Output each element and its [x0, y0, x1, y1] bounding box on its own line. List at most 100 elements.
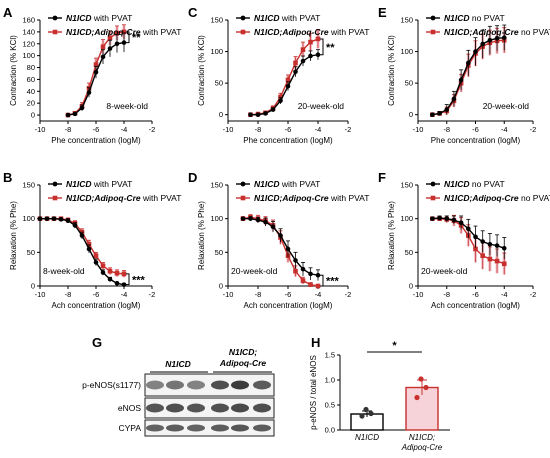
data-point-square [300, 47, 306, 52]
data-point-circle [487, 37, 493, 43]
panel-letter: H [311, 335, 320, 350]
legend-label: N1ICD;Adipoq-Cre with PVAT [66, 27, 181, 37]
x-tick-label: -10 [413, 125, 424, 134]
data-point-circle [501, 245, 507, 251]
y-tick-label: 50 [215, 248, 223, 257]
x-tick-label: -4 [501, 125, 508, 134]
legend-marker-square [430, 29, 436, 35]
data-point-square [487, 256, 493, 262]
individual-point [359, 413, 365, 419]
x-tick-label: -2 [345, 290, 352, 299]
y-axis-label: Contraction (% KCl) [9, 35, 18, 106]
blot-band [211, 380, 229, 390]
data-point-circle [278, 233, 283, 238]
legend-marker-square [52, 195, 58, 201]
data-point-square [107, 268, 113, 274]
series-line-black [250, 54, 319, 116]
blot-row-label: eNOS [118, 403, 141, 413]
blot-band [253, 424, 271, 432]
y-tick-label: 0 [219, 110, 223, 119]
data-point-square [293, 268, 298, 274]
y-tick-label: 20 [27, 99, 35, 108]
blot-band [166, 380, 184, 390]
y-tick-label: 0 [219, 282, 223, 291]
y-tick-label: 140 [22, 27, 35, 36]
y-tick-label: 80 [27, 63, 35, 72]
blot-band [231, 380, 249, 390]
data-point-circle [315, 272, 321, 278]
x-tick-label: -6 [472, 290, 479, 299]
significance-bracket [126, 31, 130, 44]
x-axis-label: Ach concentration (logM) [52, 301, 141, 310]
group-label-n1icd: N1ICD [165, 359, 191, 369]
y-axis-label: Relaxation (% Phe) [197, 201, 206, 270]
individual-point [363, 406, 369, 413]
data-point-circle [473, 234, 478, 240]
legend-genotype: N1ICD [66, 179, 92, 189]
legend-condition: with PVAT [329, 27, 370, 37]
individual-point [414, 394, 420, 401]
data-point-circle [270, 224, 276, 230]
data-point-circle [466, 226, 471, 232]
y-tick-label: 100 [210, 214, 223, 223]
data-point-square [494, 258, 500, 264]
data-point-square [93, 62, 99, 67]
y-tick-label: 0.0 [325, 426, 335, 435]
legend-label: N1ICD;Adipoq-Cre no PVAT [444, 193, 550, 203]
legend-genotype: N1ICD [444, 13, 470, 23]
panel-c-contraction-20wk: C -10 -8 -6 -4 -2 0 50 100 150 Phe concentration (… [188, 5, 369, 145]
significance-label: *** [132, 274, 146, 286]
blot-band [211, 424, 229, 432]
x-tick-label: -10 [35, 125, 46, 134]
blot-row-label: CYPA [118, 423, 141, 433]
data-point-circle [44, 216, 50, 221]
significance-bracket [320, 274, 324, 287]
blot-band [187, 424, 205, 432]
y-tick-label: 150 [210, 16, 223, 25]
data-point-circle [86, 90, 92, 95]
blot-strip [144, 419, 275, 437]
x-tick-label: -2 [149, 125, 156, 134]
data-point-circle [300, 266, 306, 272]
data-point-circle [458, 220, 464, 226]
legend-label: N1ICD with PVAT [66, 13, 132, 23]
age-annotation: 8-week-old [43, 266, 85, 276]
x-tick-label: -6 [93, 125, 100, 134]
data-point-circle [107, 46, 113, 51]
data-point-square [501, 261, 507, 267]
legend-genotype: N1ICD;Adipoq-Cre [444, 27, 519, 37]
data-point-square [100, 44, 106, 50]
data-point-circle [300, 58, 306, 64]
data-point-circle [437, 111, 442, 116]
legend-condition: with PVAT [280, 13, 321, 23]
data-point-square [308, 282, 313, 287]
x-tick-label: -4 [501, 290, 508, 299]
panel-h-bar-chart: H 0.0 0.5 1.0 1.5 p-eNOS / total eNOS N1ICD N1I… [309, 335, 450, 452]
y-tick-label: 0 [409, 110, 413, 119]
data-point-square [315, 283, 321, 289]
x-tick-label: -6 [285, 290, 292, 299]
data-point-circle [72, 111, 78, 117]
data-point-square [278, 94, 283, 100]
data-point-circle [444, 107, 450, 112]
individual-point [368, 410, 374, 417]
y-tick-label: 120 [22, 39, 35, 48]
y-tick-label: 0.5 [325, 401, 335, 410]
legend-condition: no PVAT [519, 27, 550, 37]
data-point-square [285, 77, 291, 83]
x-tick-label: -2 [345, 125, 352, 134]
data-point-circle [451, 217, 457, 223]
y-tick-label: 150 [400, 16, 413, 25]
data-point-circle [451, 96, 457, 102]
x-tick-label: -6 [93, 290, 100, 299]
legend-genotype: N1ICD [66, 13, 92, 23]
y-tick-label: 40 [27, 87, 35, 96]
data-point-square [114, 270, 120, 276]
data-point-circle [293, 69, 298, 75]
legend-label: N1ICD no PVAT [444, 13, 505, 23]
data-point-circle [79, 233, 85, 238]
data-point-circle [263, 219, 268, 225]
legend-marker-circle [52, 181, 58, 187]
x-tick-label: -10 [35, 290, 46, 299]
group-label-n1icd-adipoq-line2: Adipoq-Cre [219, 358, 267, 368]
